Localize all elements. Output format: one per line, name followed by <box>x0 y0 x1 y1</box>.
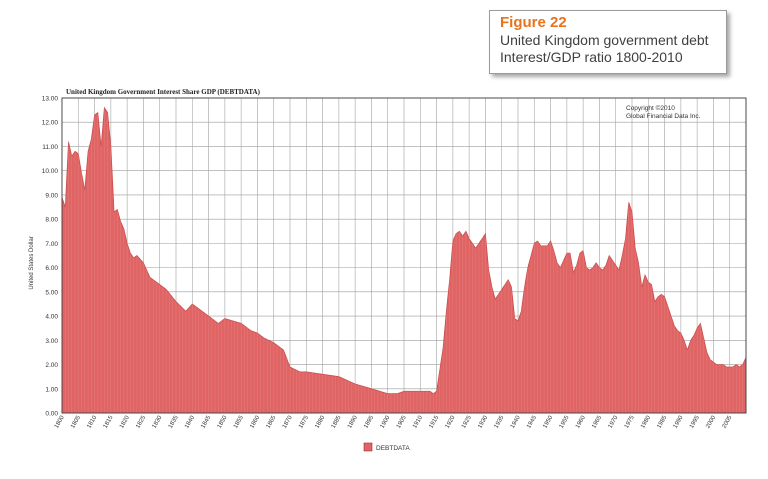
figure-caption-line-2: Interest/GDP ratio 1800-2010 <box>500 49 683 65</box>
y-tick-label: 12.00 <box>42 120 59 127</box>
x-tick-label: 1830 <box>152 414 164 429</box>
x-tick-label: 2000 <box>705 414 717 429</box>
x-tick-label: 1810 <box>86 414 98 429</box>
x-tick-label: 1815 <box>103 414 115 429</box>
x-tick-label: 1875 <box>298 414 310 429</box>
y-tick-label: 9.00 <box>45 192 58 199</box>
y-tick-label: 13.00 <box>42 96 59 103</box>
x-tick-label: 1950 <box>542 414 554 429</box>
y-tick-label: 3.00 <box>45 338 58 345</box>
x-axis-ticks: 1800 1805 1810 1815 1820 1825 1830 1835 1840 1845… <box>54 414 734 429</box>
x-tick-label: 1895 <box>363 414 375 429</box>
x-tick-label: 1835 <box>168 414 180 429</box>
x-tick-label: 1920 <box>445 414 457 429</box>
x-tick-label: 1925 <box>461 414 473 429</box>
x-tick-label: 1940 <box>510 414 522 429</box>
x-tick-label: 1995 <box>689 414 701 429</box>
x-tick-label: 1855 <box>233 414 245 429</box>
y-tick-label: 8.00 <box>45 217 58 224</box>
figure-caption-line-1: United Kingdom government debt <box>500 32 709 48</box>
x-tick-label: 1955 <box>559 414 571 429</box>
y-tick-label: 4.00 <box>45 314 58 321</box>
x-tick-label: 1850 <box>217 414 229 429</box>
y-tick-label: 1.00 <box>45 386 58 393</box>
x-tick-label: 1845 <box>200 414 212 429</box>
x-tick-label: 1805 <box>70 414 82 429</box>
y-tick-label: 0.00 <box>45 411 58 418</box>
series-area-debtdata <box>61 106 747 414</box>
x-tick-label: 1945 <box>526 414 538 429</box>
x-tick-label: 1985 <box>656 414 668 429</box>
x-tick-label: 1840 <box>184 414 196 429</box>
x-tick-label: 1980 <box>640 414 652 429</box>
y-tick-label: 11.00 <box>42 144 58 151</box>
y-tick-label: 2.00 <box>45 362 58 369</box>
figure-caption-box: Figure 22 United Kingdom government debt… <box>489 10 727 74</box>
x-tick-label: 1990 <box>673 414 685 429</box>
x-tick-label: 1860 <box>249 414 261 429</box>
plot-border <box>61 97 747 414</box>
y-tick-label: 6.00 <box>45 265 58 272</box>
y-axis-ticks: 0.00 1.00 2.00 3.00 4.00 5.00 6.00 7.00 8.00 9.00… <box>42 96 59 418</box>
x-tick-label: 1905 <box>396 414 408 429</box>
x-tick-label: 1910 <box>412 414 424 429</box>
x-tick-label: 1825 <box>135 414 147 429</box>
x-tick-label: 1960 <box>575 414 587 429</box>
legend-swatch <box>363 442 373 452</box>
x-tick-label: 1890 <box>347 414 359 429</box>
copyright-line-2: Global Financial Data Inc. <box>626 113 701 120</box>
legend-label: DEBTDATA <box>376 445 410 452</box>
x-tick-label: 1900 <box>380 414 392 429</box>
x-tick-label: 1885 <box>331 414 343 429</box>
x-tick-label: 1820 <box>119 414 131 429</box>
area-layer <box>61 97 747 414</box>
x-tick-label: 1915 <box>428 414 440 429</box>
x-tick-label: 1870 <box>282 414 294 429</box>
x-tick-label: 1965 <box>591 414 603 429</box>
x-tick-label: 1970 <box>608 414 620 429</box>
y-tick-label: 5.00 <box>45 289 58 296</box>
x-tick-label: 1880 <box>314 414 326 429</box>
x-tick-label: 1930 <box>477 414 489 429</box>
x-tick-label: 1865 <box>266 414 278 429</box>
copyright-line-1: Copyright ©2010 <box>626 104 675 112</box>
y-tick-label: 10.00 <box>42 168 59 175</box>
y-tick-label: 7.00 <box>45 241 58 248</box>
x-tick-label: 1935 <box>494 414 506 429</box>
x-tick-label: 1975 <box>624 414 636 429</box>
x-tick-label: 2005 <box>722 414 734 429</box>
figure-label: Figure 22 <box>500 14 567 31</box>
y-axis-label: United States Dollar <box>29 236 35 289</box>
chart-title: United Kingdom Government Interest Share… <box>66 88 261 96</box>
